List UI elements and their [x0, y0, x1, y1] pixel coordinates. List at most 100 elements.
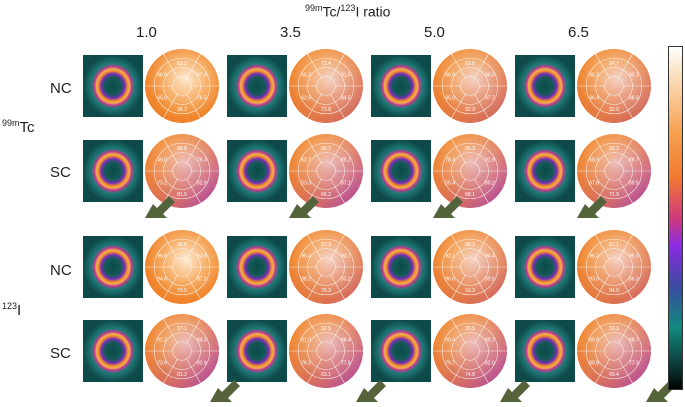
polar-spoke — [330, 318, 345, 344]
group-label-i: 123I — [2, 301, 22, 319]
polar-segment-value: 98.2 — [177, 107, 187, 113]
defect-arrow-icon — [500, 380, 530, 402]
polar-spoke — [595, 178, 610, 204]
polar-segment-value: 63.1 — [321, 372, 331, 378]
polar-segment-value: 98.5 — [177, 242, 187, 248]
polar-segment-value: 67.8 — [589, 180, 599, 186]
spect-image — [371, 55, 431, 117]
polar-segment-value: 55.4 — [445, 180, 455, 186]
polar-spoke — [186, 234, 201, 260]
polar-segment-value: 90.0 — [485, 73, 495, 79]
polar-spoke — [307, 274, 322, 300]
spect-image — [227, 320, 287, 382]
polar-segment-value: 96.4 — [589, 95, 599, 101]
polar-spoke — [186, 274, 201, 300]
polar-segment-value: 72.4 — [321, 61, 331, 67]
polar-spoke — [474, 178, 489, 204]
polar-segment-value: 76.5 — [197, 95, 207, 101]
polar-segment-value: 96.6 — [157, 254, 167, 260]
polar-spoke — [330, 93, 345, 119]
polar-spoke — [618, 53, 633, 79]
polar-defect-overlay — [433, 49, 507, 123]
polar-segment-value: 98.2 — [465, 242, 475, 248]
polar-segment-value: 96.6 — [445, 276, 455, 282]
polar-spoke — [186, 178, 201, 204]
polar-segment-value: 94.4 — [485, 254, 495, 260]
polar-segment-value: 94.6 — [157, 276, 167, 282]
polar-spoke — [307, 53, 322, 79]
polar-segment-value: 84.5 — [341, 95, 351, 101]
polar-segment-value: 93.3 — [609, 326, 619, 332]
polar-segment-value: 89.5 — [485, 276, 495, 282]
polar-segment-value: 95.5 — [465, 326, 475, 332]
polar-segment-value: 95.3 — [465, 146, 475, 152]
polar-segment-value: 89.2 — [485, 338, 495, 344]
row-label-nc-i: NC — [50, 262, 72, 279]
polar-spoke — [474, 318, 489, 344]
ratio-label-2: 3.5 — [280, 24, 301, 41]
polar-spoke — [307, 93, 322, 119]
polar-spoke — [451, 274, 466, 300]
polar-spoke — [163, 358, 178, 384]
polar-spoke — [451, 318, 466, 344]
spect-image — [515, 320, 575, 382]
polar-segment-value: 93.8 — [197, 254, 207, 260]
polar-defect-overlay — [577, 314, 651, 388]
spect-image — [515, 55, 575, 117]
polar-defect-overlay — [433, 134, 507, 208]
color-scale-bar — [668, 46, 683, 390]
image-grid: 83.2 87.0 76.5 98.2 95.0 88.5 72.4 91.5 84.5 73.8… — [83, 49, 651, 388]
polar-spoke — [618, 318, 633, 344]
polar-segment-value: 82.0 — [485, 360, 495, 366]
polar-spoke — [451, 93, 466, 119]
polar-spoke — [618, 234, 633, 260]
ratio-label-4: 6.5 — [568, 24, 589, 41]
polar-spoke — [595, 93, 610, 119]
polar-spoke — [163, 274, 178, 300]
polar-spoke — [307, 178, 322, 204]
polar-segment-value: 88.2 — [301, 276, 311, 282]
polar-segment-value: 80.8 — [589, 360, 599, 366]
polar-spoke — [163, 178, 178, 204]
polar-segment-value: 58.9 — [589, 158, 599, 164]
polar-segment-value: 92.0 — [609, 107, 619, 113]
polar-segment-value: 49.0 — [157, 158, 167, 164]
spect-image — [515, 140, 575, 202]
polar-segment-value: 55.2 — [301, 73, 311, 79]
row-label-sc-i: SC — [50, 345, 71, 362]
polar-defect-overlay — [577, 134, 651, 208]
polar-spoke — [618, 358, 633, 384]
polar-segment-value: 69.5 — [629, 180, 639, 186]
group-label-tc: 99mTc — [2, 118, 35, 136]
polar-spoke — [451, 234, 466, 260]
polar-defect-overlay — [289, 134, 363, 208]
spect-image — [227, 55, 287, 117]
polar-segment-value: 73.2 — [157, 180, 167, 186]
polar-spoke — [307, 358, 322, 384]
polar-spoke — [330, 274, 345, 300]
polar-spoke — [330, 138, 345, 164]
polar-spoke — [330, 234, 345, 260]
polar-spoke — [474, 93, 489, 119]
polar-segment-value: 81.0 — [301, 338, 311, 344]
polar-spoke — [474, 358, 489, 384]
polar-segment-value: 88.4 — [341, 338, 351, 344]
spect-image — [83, 236, 143, 298]
polar-segment-value: 85.2 — [341, 158, 351, 164]
polar-spoke — [595, 138, 610, 164]
polar-segment-value: 97.1 — [609, 242, 619, 248]
polar-spoke — [474, 274, 489, 300]
polar-spoke — [330, 53, 345, 79]
polar-spoke — [163, 93, 178, 119]
polar-segment-value: 78.4 — [445, 158, 455, 164]
spect-image — [371, 140, 431, 202]
polar-defect-overlay — [289, 49, 363, 123]
polar-spoke — [163, 318, 178, 344]
polar-segment-value: 92.9 — [197, 360, 207, 366]
polar-segment-value: 76.2 — [301, 360, 311, 366]
polar-segment-value: 88.8 — [177, 146, 187, 152]
polar-segment-value: 93.1 — [341, 254, 351, 260]
polar-segment-value: 87.2 — [197, 276, 207, 282]
polar-spoke — [451, 138, 466, 164]
polar-defect-overlay — [577, 230, 651, 304]
